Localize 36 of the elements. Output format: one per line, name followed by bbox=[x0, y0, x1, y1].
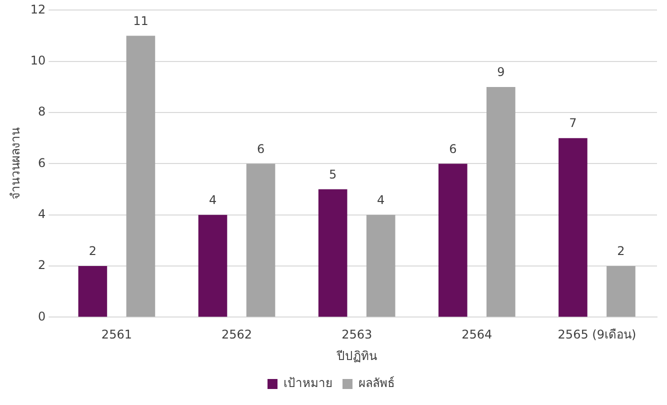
x-tick-label: 2562 bbox=[221, 328, 252, 342]
data-label: 2 bbox=[617, 244, 625, 258]
y-tick-label: 0 bbox=[38, 309, 46, 324]
bar bbox=[606, 266, 636, 317]
bar bbox=[246, 164, 276, 317]
y-tick-label: 8 bbox=[38, 104, 46, 119]
x-tick-label: 2564 bbox=[462, 328, 492, 342]
legend-label: ผลลัพธ์ bbox=[358, 376, 394, 390]
bar bbox=[126, 36, 156, 317]
data-label: 6 bbox=[256, 142, 265, 156]
data-label: 9 bbox=[497, 65, 505, 80]
x-axis-title: ปีปฏิทิน bbox=[336, 348, 377, 363]
data-label: 11 bbox=[133, 14, 148, 28]
bar bbox=[558, 138, 588, 317]
data-label: 4 bbox=[377, 192, 385, 207]
x-tick-label: 2563 bbox=[342, 328, 372, 342]
data-label: 2 bbox=[88, 244, 97, 258]
x-tick-label: 2561 bbox=[101, 328, 132, 342]
data-label: 4 bbox=[208, 192, 217, 207]
legend-label: เป้าหมาย bbox=[284, 376, 332, 390]
y-axis-title: จำนวนผลงาน bbox=[8, 128, 22, 200]
y-tick-label: 10 bbox=[30, 53, 46, 68]
bar bbox=[198, 214, 228, 317]
data-label: 5 bbox=[329, 167, 337, 182]
y-tick-label: 12 bbox=[30, 2, 46, 16]
y-tick-label: 6 bbox=[38, 156, 46, 170]
y-tick-label: 4 bbox=[38, 206, 46, 221]
x-tick-label: 2565 (9เดือน) bbox=[558, 328, 636, 342]
bar bbox=[438, 164, 468, 317]
bar bbox=[318, 189, 348, 317]
data-label: 6 bbox=[449, 142, 457, 156]
bar bbox=[366, 214, 396, 317]
bar bbox=[78, 266, 108, 317]
y-tick-label: 2 bbox=[38, 258, 46, 272]
data-label: 7 bbox=[569, 116, 577, 130]
bar bbox=[486, 86, 516, 317]
